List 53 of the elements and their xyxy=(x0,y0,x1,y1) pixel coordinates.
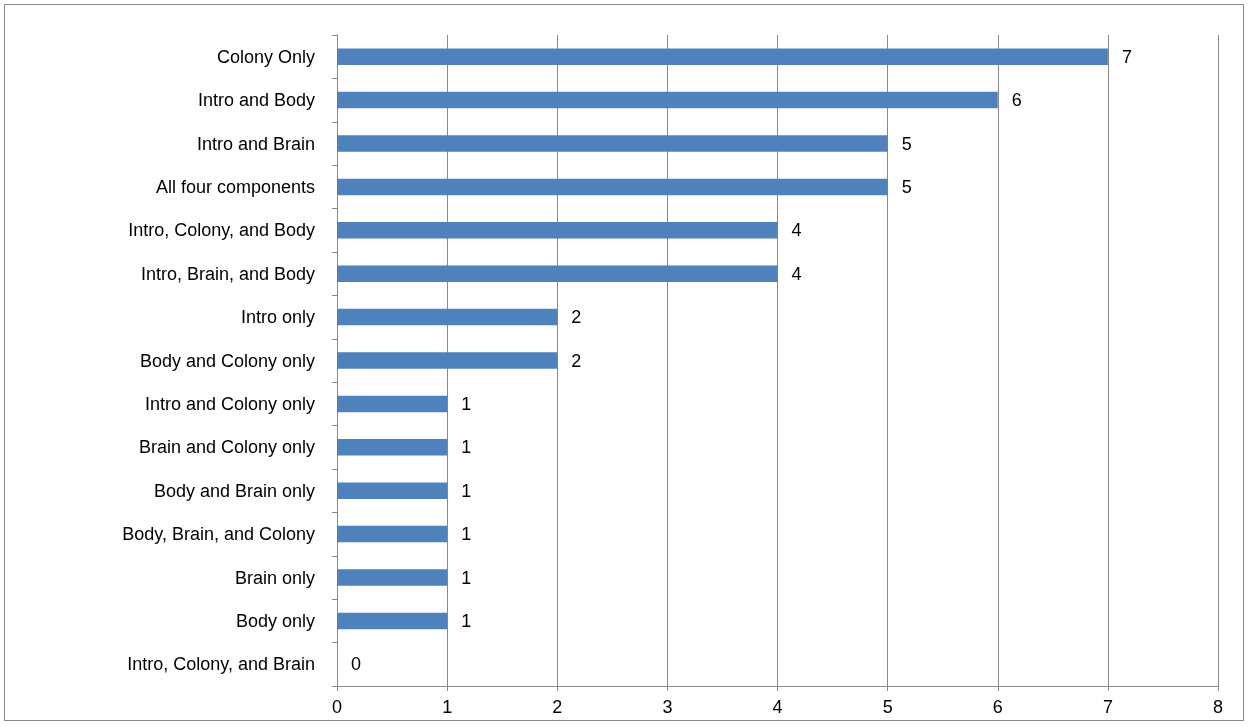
data-label: 1 xyxy=(461,437,472,458)
data-label: 5 xyxy=(901,176,912,197)
y-tick-label: Body only xyxy=(235,610,315,631)
y-tick-label: Intro only xyxy=(240,307,315,328)
y-tick-label: Brain only xyxy=(234,567,315,588)
y-tick-label: Body and Brain only xyxy=(153,480,315,501)
y-tick-label: Intro, Colony, and Brain xyxy=(127,654,315,675)
y-tick-label: Brain and Colony only xyxy=(138,437,315,458)
data-label: 4 xyxy=(791,263,802,284)
data-label: 2 xyxy=(571,350,582,371)
x-tick-label: 2 xyxy=(552,697,563,717)
y-tick-label: Intro and Brain xyxy=(196,133,315,154)
y-tick-label: Intro and Body xyxy=(197,90,315,111)
bar xyxy=(337,135,888,152)
bar xyxy=(337,91,998,109)
x-tick-label: 7 xyxy=(1102,697,1113,717)
data-label: 7 xyxy=(1121,46,1132,67)
y-tick-label: Intro and Colony only xyxy=(144,393,315,414)
bar xyxy=(337,569,448,586)
y-tick-label: Body and Colony only xyxy=(139,350,315,371)
x-tick-label: 6 xyxy=(992,697,1003,717)
bar xyxy=(337,439,448,456)
x-tick-label: 4 xyxy=(772,697,783,717)
bar xyxy=(337,308,558,326)
x-tick-label: 0 xyxy=(331,697,343,717)
data-label: 1 xyxy=(461,567,472,588)
data-label: 1 xyxy=(461,393,472,414)
y-tick-label: All four components xyxy=(155,176,315,197)
bar xyxy=(337,395,448,413)
bar xyxy=(337,525,448,543)
x-tick-label: 3 xyxy=(662,697,673,717)
y-tick-label: Colony Only xyxy=(216,46,315,67)
data-label: 5 xyxy=(901,133,912,154)
data-label: 2 xyxy=(571,307,582,328)
bar xyxy=(337,352,558,369)
y-tick-label: Intro, Colony, and Body xyxy=(128,220,315,241)
data-label: 0 xyxy=(351,654,362,675)
bar xyxy=(337,482,448,499)
bar xyxy=(337,265,778,282)
data-label: 1 xyxy=(461,524,472,545)
data-label: 1 xyxy=(461,610,472,631)
bar xyxy=(337,612,448,630)
x-tick-label: 5 xyxy=(882,697,893,717)
x-tick-label: 1 xyxy=(442,697,453,717)
y-tick-label: Body, Brain, and Colony xyxy=(122,524,315,545)
data-label: 4 xyxy=(791,220,802,241)
data-label: 6 xyxy=(1011,90,1022,111)
bar xyxy=(337,222,778,239)
y-tick-label: Intro, Brain, and Body xyxy=(140,263,315,284)
bar xyxy=(337,48,1108,65)
bar xyxy=(337,178,888,196)
data-label: 1 xyxy=(461,480,472,501)
x-tick-label: 8 xyxy=(1212,697,1224,717)
